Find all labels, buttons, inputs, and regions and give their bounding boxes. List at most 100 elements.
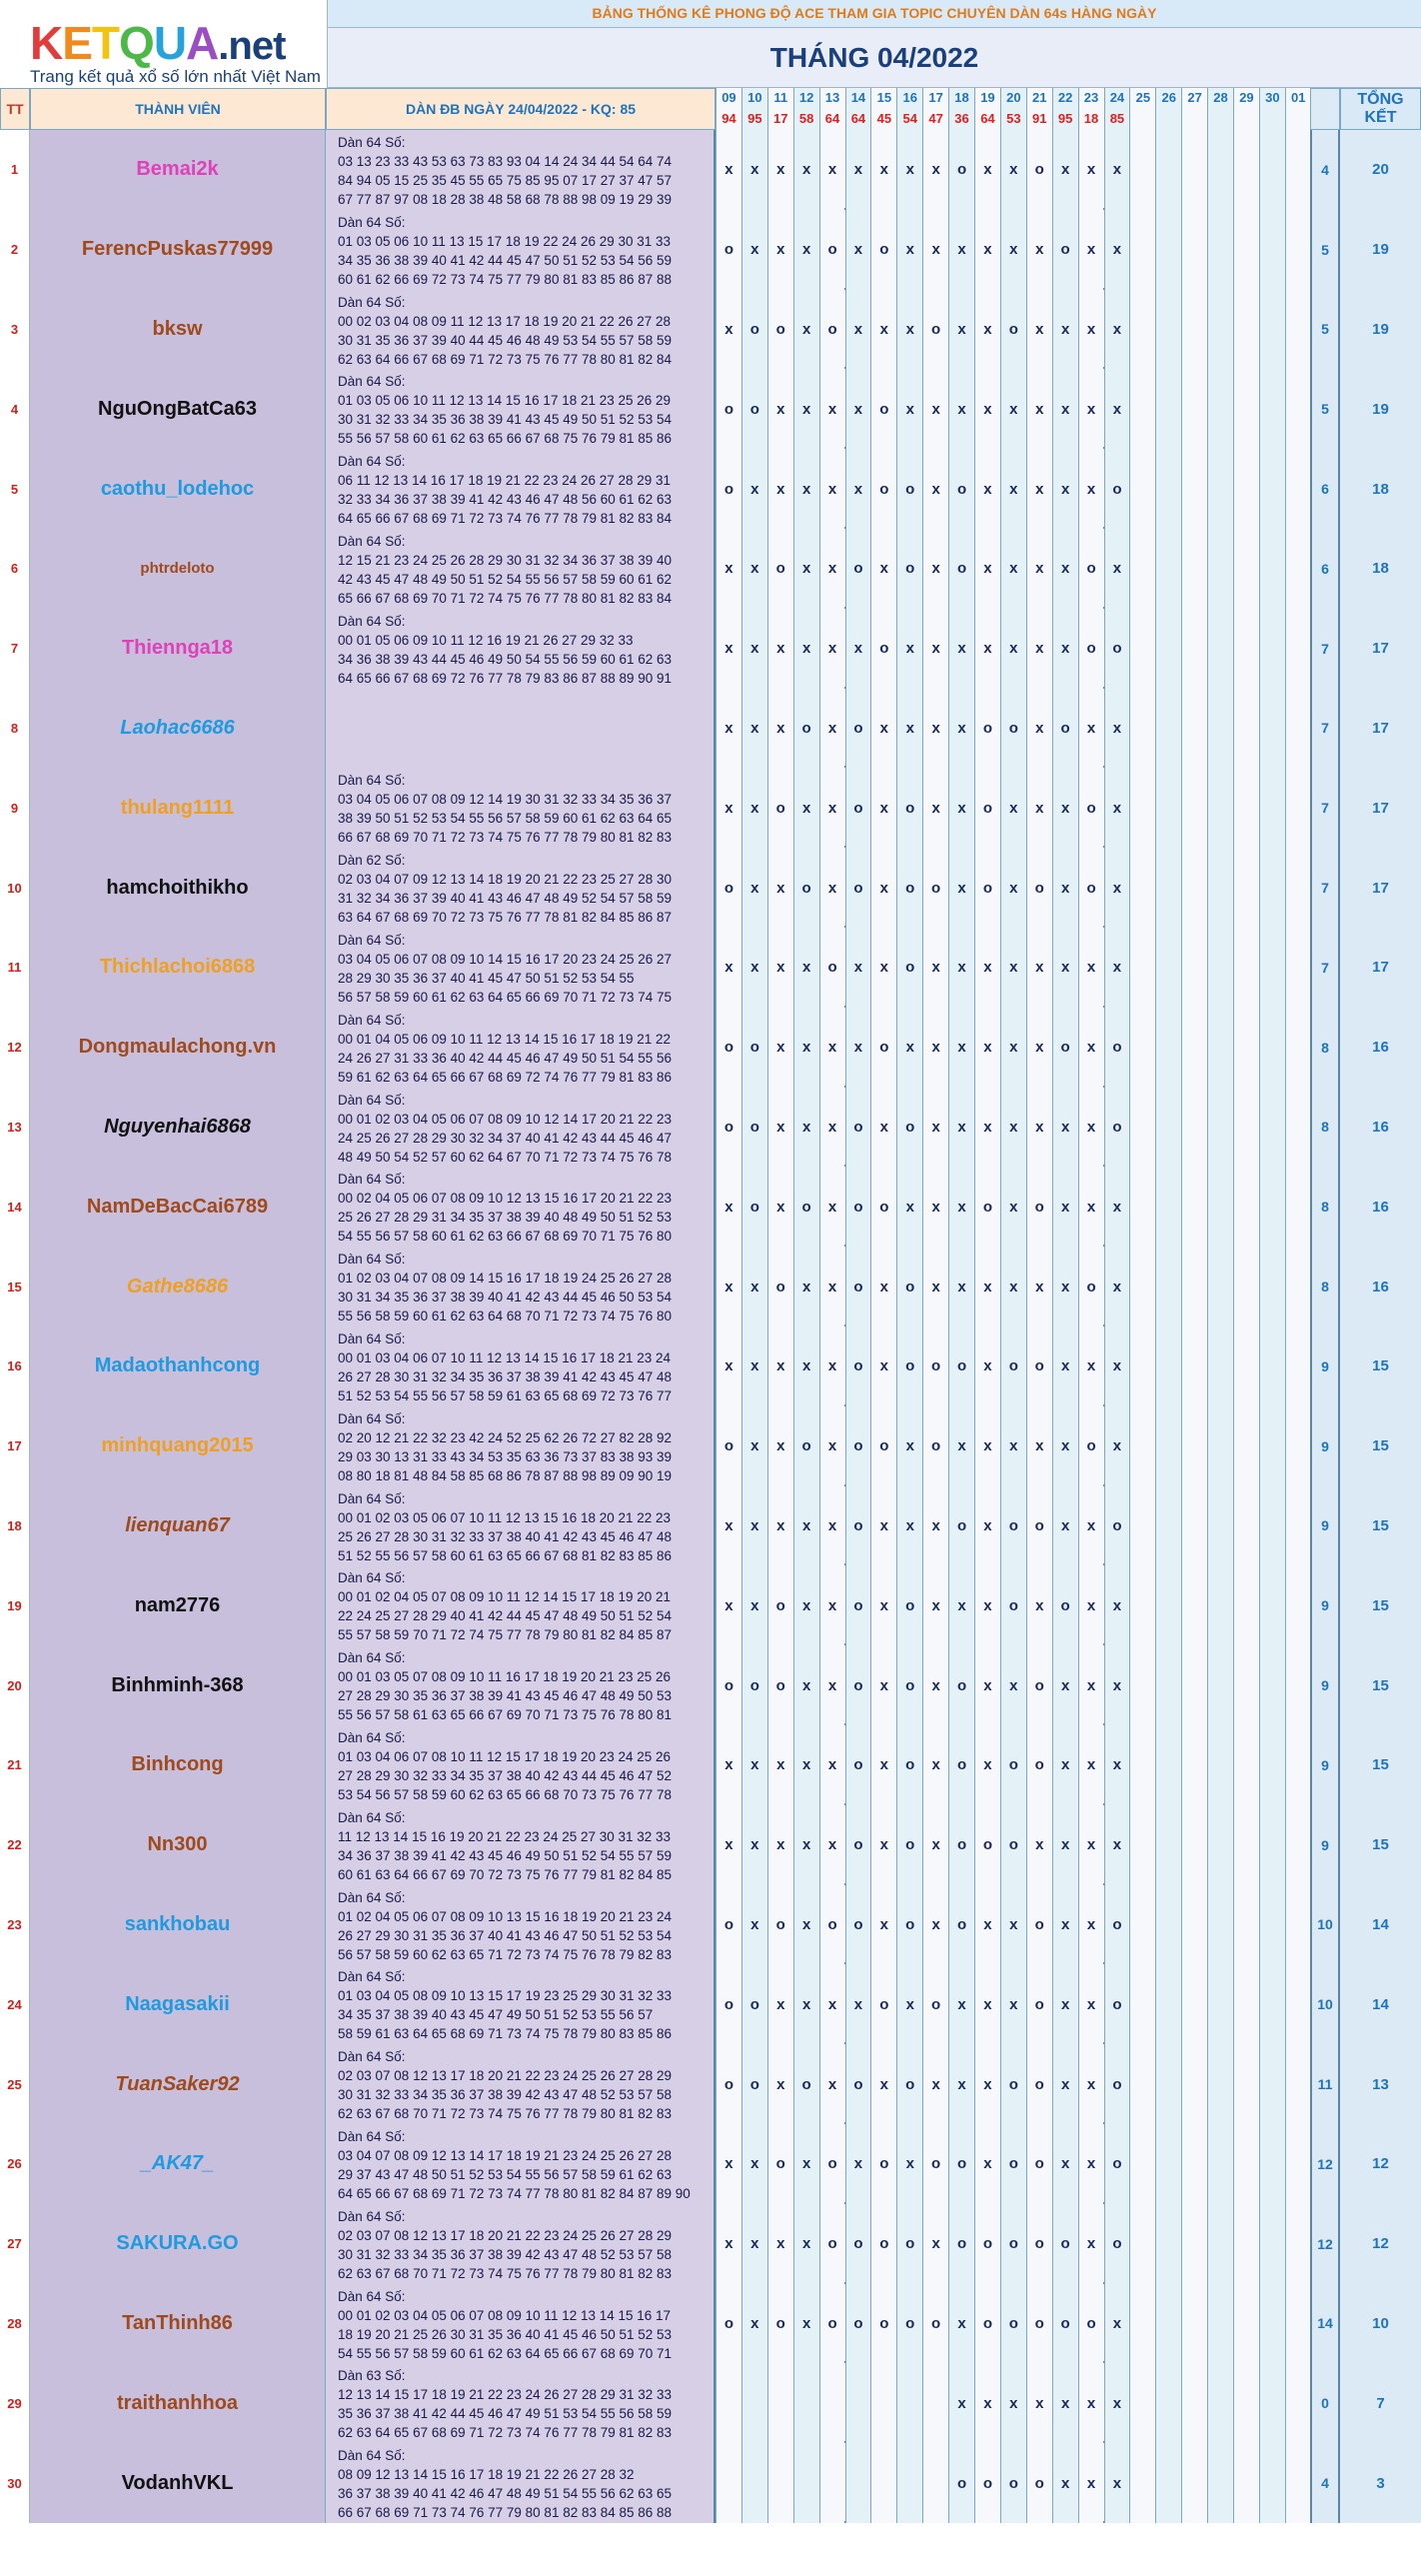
day-cell: x xyxy=(1103,1167,1130,1248)
day-cell xyxy=(1258,768,1285,849)
miss-mark: x xyxy=(750,1596,759,1614)
day-cell: o xyxy=(844,1725,871,1805)
day-cell: x xyxy=(1103,369,1130,450)
member-name[interactable]: lienquan67 xyxy=(30,1485,326,1566)
member-name[interactable]: Binhminh-368 xyxy=(30,1645,326,1725)
member-name[interactable]: Thichlachoi6868 xyxy=(30,928,326,1008)
member-name[interactable]: Laohac6686 xyxy=(30,688,326,769)
miss-mark: x xyxy=(776,1437,785,1455)
ketqua-logo[interactable]: KETQUA.net Trang kết quả xổ số lớn nhất … xyxy=(0,0,328,98)
day-cell xyxy=(1284,449,1311,529)
day-cell xyxy=(1284,369,1311,450)
day-cell: o xyxy=(740,369,767,450)
miss-mark: x xyxy=(879,1516,888,1534)
day-cell: o xyxy=(740,1964,767,2045)
member-name[interactable]: minhquang2015 xyxy=(30,1405,326,1486)
day-cell: x xyxy=(818,1725,845,1805)
day-cell: x xyxy=(792,529,819,609)
miss-mark: x xyxy=(931,799,940,817)
day-cell: x xyxy=(896,130,923,210)
member-name[interactable]: hamchoithikho xyxy=(30,848,326,928)
member-name[interactable]: phtrdeloto xyxy=(30,529,326,609)
day-cell: x xyxy=(1077,1645,1104,1725)
dan-line: 03 04 05 06 07 08 09 12 14 19 30 31 32 3… xyxy=(338,792,673,808)
member-name[interactable]: VodanhVKL xyxy=(30,2443,326,2523)
member-name[interactable]: thulang1111 xyxy=(30,768,326,849)
member-name[interactable]: Bemai2k xyxy=(30,130,326,210)
member-name[interactable]: Thiennga18 xyxy=(30,608,326,689)
member-name[interactable]: NguOngBatCa63 xyxy=(30,369,326,450)
member-name[interactable]: Dongmaulachong.vn xyxy=(30,1007,326,1088)
day-cell xyxy=(1129,289,1156,370)
day-cell: x xyxy=(999,1087,1026,1168)
dan-line: 55 56 58 59 60 61 62 63 64 68 70 71 72 7… xyxy=(338,1308,673,1324)
row-index: 23 xyxy=(0,1884,30,1965)
day-cell: o xyxy=(999,2044,1026,2124)
member-name[interactable]: Madaothanhcong xyxy=(30,1326,326,1406)
dan-line: 34 35 36 38 39 40 41 42 44 45 47 50 51 5… xyxy=(338,252,673,268)
day-cell: x xyxy=(766,1087,793,1168)
member-name[interactable]: caothu_lodehoc xyxy=(30,449,326,529)
day-cell: x xyxy=(870,1247,897,1326)
day-cell: o xyxy=(896,1247,923,1326)
day-cell xyxy=(1129,529,1156,609)
member-name[interactable]: bksw xyxy=(30,289,326,370)
day-cell: x xyxy=(715,1725,741,1805)
member-name[interactable]: FerencPuskas77999 xyxy=(30,209,326,290)
day-cell: o xyxy=(999,289,1026,370)
dan-numbers: Dàn 64 Số: 00 01 02 03 04 05 06 07 08 09 … xyxy=(326,1087,715,1168)
hit-mark: o xyxy=(931,2314,941,2332)
dan-heading: Dàn 64 Số: xyxy=(338,1410,406,1426)
hit-count: 9 xyxy=(1310,1645,1340,1725)
member-name[interactable]: Nn300 xyxy=(30,1804,326,1885)
miss-mark: x xyxy=(801,241,811,259)
day-cell: x xyxy=(766,1725,793,1805)
day-cell: x xyxy=(740,1405,767,1486)
member-name[interactable]: NamDeBacCai6789 xyxy=(30,1167,326,1248)
day-cell xyxy=(1207,2363,1233,2444)
member-name[interactable]: TuanSaker92 xyxy=(30,2044,326,2124)
member-name[interactable]: Nguyenhai6868 xyxy=(30,1087,326,1168)
member-name[interactable]: traithanhhoa xyxy=(30,2363,326,2444)
hit-mark: o xyxy=(1060,241,1070,259)
day-cell: x xyxy=(715,529,741,609)
dan-line: 25 26 27 28 29 31 34 35 37 38 39 40 48 4… xyxy=(338,1210,673,1226)
day-cell xyxy=(1284,1007,1311,1088)
day-cell: o xyxy=(870,1167,897,1248)
miss-mark: x xyxy=(776,1756,785,1774)
member-name[interactable]: Naagasakii xyxy=(30,1964,326,2045)
day-cell: o xyxy=(948,1326,974,1406)
hit-mark: o xyxy=(1034,1357,1044,1375)
dan-heading: Dàn 64 Số: xyxy=(338,2129,406,2144)
day-cell: x xyxy=(1103,1645,1130,1725)
dan-line: 00 02 04 05 06 07 08 09 10 12 13 15 16 1… xyxy=(338,1191,673,1207)
dan-line: 01 03 05 06 10 11 12 13 14 15 16 17 18 2… xyxy=(338,393,672,409)
day-cell xyxy=(1181,1007,1208,1088)
member-name[interactable]: SAKURA.GO xyxy=(30,2203,326,2284)
day-cell: x xyxy=(896,209,923,290)
member-name[interactable]: Gathe8686 xyxy=(30,1247,326,1326)
member-name[interactable]: Binhcong xyxy=(30,1725,326,1805)
day-cell: o xyxy=(948,449,974,529)
day-cell: o xyxy=(844,1565,871,1646)
day-cell xyxy=(1258,529,1285,609)
day-cell: o xyxy=(740,1087,767,1168)
day-cell xyxy=(1258,2443,1285,2523)
day-cell: x xyxy=(948,2363,974,2444)
miss-mark: x xyxy=(724,1836,733,1854)
day-cell: o xyxy=(1025,1884,1052,1965)
miss-mark: x xyxy=(1060,1437,1070,1455)
member-name[interactable]: TanThinh86 xyxy=(30,2283,326,2364)
miss-mark: x xyxy=(1112,2394,1122,2412)
member-name[interactable]: sankhobau xyxy=(30,1884,326,1965)
day-cell: o xyxy=(818,928,845,1008)
dan-line: 27 28 29 30 35 36 37 38 39 41 43 45 46 4… xyxy=(338,1688,673,1704)
member-name[interactable]: nam2776 xyxy=(30,1565,326,1646)
miss-mark: x xyxy=(827,400,837,418)
hit-mark: o xyxy=(775,320,785,338)
member-name[interactable]: _AK47_ xyxy=(30,2124,326,2204)
day-cell: o xyxy=(1025,2203,1052,2284)
day-cell: x xyxy=(818,1247,845,1326)
day-cell: x xyxy=(1025,1565,1052,1646)
hit-mark: o xyxy=(853,1437,863,1455)
